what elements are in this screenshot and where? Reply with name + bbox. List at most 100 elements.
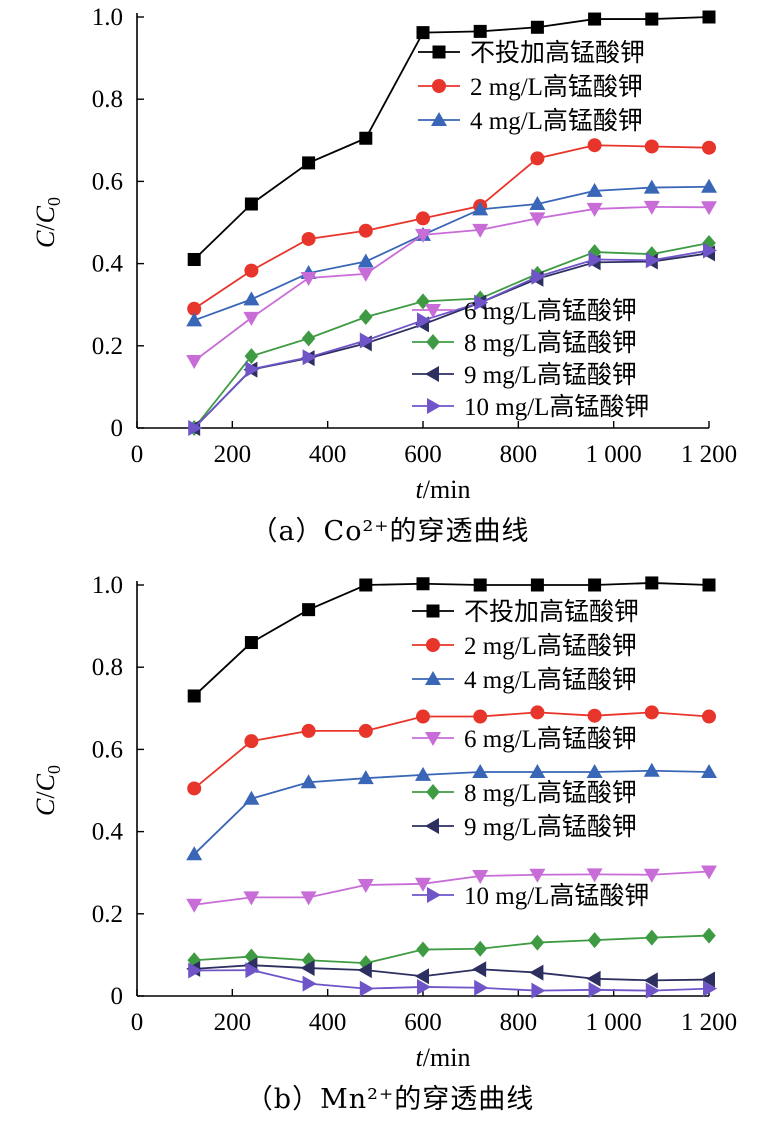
x-tick-label: 1 000 — [586, 1009, 642, 1036]
data-point — [186, 846, 203, 861]
data-point — [359, 955, 373, 972]
data-point — [416, 577, 430, 591]
data-point — [302, 349, 317, 366]
data-point — [357, 962, 372, 979]
data-point — [301, 231, 316, 246]
series-line — [194, 969, 710, 992]
data-point — [702, 927, 716, 944]
legend-marker — [426, 638, 440, 652]
x-axis-label: t/min — [416, 1043, 471, 1072]
data-point — [188, 962, 203, 979]
data-point — [645, 576, 659, 590]
data-point — [587, 932, 602, 949]
data-point — [472, 961, 487, 978]
data-point — [645, 982, 660, 999]
legend-label: 9 mg/L高锰酸钾 — [464, 361, 637, 389]
legend-label: 4 mg/L高锰酸钾 — [464, 666, 637, 694]
data-point — [244, 348, 259, 365]
data-point — [359, 131, 373, 145]
data-point — [586, 764, 603, 779]
data-point — [529, 868, 546, 883]
data-point — [530, 151, 545, 166]
data-point — [531, 982, 546, 999]
data-point — [473, 940, 487, 957]
data-point — [358, 723, 373, 738]
data-point — [530, 705, 545, 720]
data-point — [586, 970, 601, 987]
data-point — [186, 355, 203, 370]
data-point — [472, 223, 489, 238]
data-point — [645, 12, 659, 26]
data-point — [645, 252, 660, 269]
data-point — [474, 979, 489, 996]
legend-marker — [425, 818, 439, 834]
legend-label: 2 mg/L高锰酸钾 — [464, 632, 637, 660]
x-tick-label: 1 200 — [681, 441, 737, 468]
chart-panel-b: 0 0.2 0.4 0.6 0.8 1.0 0 200 400 600 800 1 000 1 200 t… — [31, 572, 737, 1115]
data-point — [643, 868, 660, 883]
series-2 — [187, 705, 716, 796]
data-point — [587, 138, 602, 153]
y-axis-label: C/C0 — [31, 765, 64, 816]
data-point — [357, 879, 374, 894]
legend-marker — [425, 732, 441, 746]
data-point — [644, 139, 659, 154]
series-1 — [187, 576, 716, 703]
y-tick-label: 0.6 — [92, 168, 123, 195]
data-point — [701, 865, 717, 880]
data-point — [187, 781, 202, 796]
x-tick-label: 1 200 — [681, 1009, 737, 1036]
x-tick-label: 0 — [131, 1009, 144, 1036]
series-4 — [186, 200, 717, 370]
data-point — [531, 268, 546, 285]
data-point — [186, 312, 203, 327]
x-tick-label: 200 — [214, 1009, 252, 1036]
series-line — [193, 144, 710, 310]
legend-marker — [432, 79, 446, 93]
legend-marker — [425, 304, 441, 318]
data-point — [529, 964, 544, 981]
figure-caption: （b）Mn²⁺的穿透曲线 — [246, 1084, 534, 1115]
data-point — [415, 968, 429, 985]
x-tick-label: 800 — [500, 1009, 538, 1036]
data-point — [472, 869, 489, 884]
data-point — [587, 708, 602, 723]
data-point — [703, 980, 717, 997]
data-point — [643, 972, 658, 989]
x-tick-label: 400 — [309, 441, 347, 468]
data-point — [243, 891, 260, 906]
legend-label: 4 mg/L高锰酸钾 — [470, 107, 643, 135]
data-point — [586, 182, 603, 197]
legend-marker — [432, 45, 446, 59]
series-7 — [188, 242, 717, 436]
data-point — [416, 211, 430, 226]
data-point — [300, 891, 317, 906]
data-point — [243, 311, 260, 326]
data-point — [701, 971, 715, 988]
data-point — [415, 766, 431, 781]
series-3 — [186, 762, 717, 861]
data-point — [529, 764, 546, 779]
y-tick-label: 1.0 — [92, 572, 123, 599]
data-point — [702, 578, 716, 592]
data-point — [702, 709, 716, 724]
y-axis-label: C/C0 — [31, 197, 64, 248]
y-tick-label: 0 — [111, 983, 124, 1010]
data-point — [701, 764, 717, 779]
x-tick-label: 600 — [404, 441, 442, 468]
legend-label: 8 mg/L高锰酸钾 — [464, 779, 637, 807]
data-point — [702, 140, 716, 155]
data-point — [244, 948, 259, 965]
data-point — [359, 332, 374, 349]
series-line — [193, 205, 710, 362]
data-point — [357, 770, 374, 785]
legend: 不投加高锰酸钾 2 mg/L高锰酸钾 4 mg/L高锰酸钾 — [412, 598, 639, 694]
legend-label: 9 mg/L高锰酸钾 — [464, 813, 637, 841]
legend-label: 10 mg/L高锰酸钾 — [464, 882, 649, 910]
data-point — [187, 952, 201, 969]
data-point — [416, 941, 430, 958]
data-point — [702, 235, 716, 252]
series-5 — [187, 927, 716, 972]
legend-label: 不投加高锰酸钾 — [470, 39, 645, 67]
series-3 — [186, 178, 717, 327]
